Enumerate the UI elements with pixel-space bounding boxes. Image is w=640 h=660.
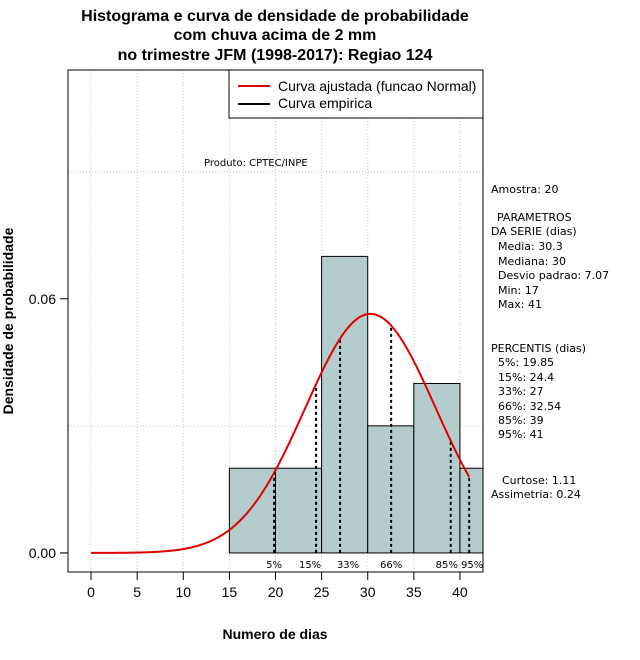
x-tick-label: 15: [222, 584, 238, 600]
percentile-label: 15%: [299, 560, 321, 571]
x-tick-label: 5: [133, 584, 141, 600]
x-axis: 0 5 10 15 20 25 30 35 40: [87, 571, 468, 600]
info-sd: Desvio padrao: 7.07: [498, 269, 609, 282]
info-max: Max: 41: [498, 298, 542, 311]
info-params-heading-1: PARAMETROS: [497, 211, 572, 224]
histogram-bar: [275, 467, 323, 554]
histogram-bars: [228, 255, 484, 554]
legend-label-normal: Curva ajustada (funcao Normal): [278, 78, 476, 94]
legend-box: [228, 69, 484, 119]
percentile-label: 66%: [380, 560, 402, 571]
x-axis-label: Numero de dias: [222, 626, 327, 642]
info-mean: Media: 30.3: [498, 240, 563, 253]
info-skewness: Assimetria: 0.24: [491, 488, 581, 501]
info-p15: 15%: 24.4: [498, 371, 554, 384]
side-info-panel: Amostra: 20 PARAMETROS DA SERIE (dias) M…: [491, 183, 609, 501]
info-sample: Amostra: 20: [491, 183, 558, 196]
product-note: Produto: CPTEC/INPE: [204, 158, 308, 169]
percentile-label: 85%: [436, 560, 458, 571]
histogram-bar: [321, 255, 369, 554]
info-min: Min: 17: [498, 284, 539, 297]
info-percentiles-heading: PERCENTIS (dias): [491, 342, 586, 355]
y-tick-label: 0.00: [29, 545, 56, 561]
histogram-bar: [459, 467, 484, 554]
chart-title-line-3: no trimestre JFM (1998-2017): Regiao 124: [118, 47, 433, 64]
info-p95: 95%: 41: [498, 428, 544, 441]
chart-title-line-2: com chuva acima de 2 mm: [174, 27, 377, 44]
x-tick-label: 0: [87, 584, 95, 600]
percentile-label: 33%: [337, 560, 359, 571]
x-tick-label: 25: [314, 584, 330, 600]
x-tick-label: 40: [452, 584, 468, 600]
percentile-label: 95%: [461, 560, 483, 571]
y-tick-label: 0.06: [29, 291, 56, 307]
x-tick-label: 35: [406, 584, 422, 600]
info-p85: 85%: 39: [498, 414, 544, 427]
y-axis-label: Densidade de probabilidade: [0, 227, 16, 414]
percentile-label: 5%: [266, 560, 282, 571]
info-p33: 33%: 27: [498, 385, 544, 398]
legend-label-empirical: Curva empirica: [278, 95, 372, 111]
legend: Curva ajustada (funcao Normal) Curva emp…: [228, 69, 484, 119]
chart-title-line-1: Histograma e curva de densidade de proba…: [81, 8, 469, 25]
x-tick-label: 30: [360, 584, 376, 600]
info-params-heading-2: DA SERIE (dias): [491, 225, 577, 238]
info-p5: 5%: 19.85: [498, 356, 554, 369]
x-tick-label: 10: [175, 584, 191, 600]
info-p66: 66%: 32.54: [498, 400, 561, 413]
percentile-lines: 5% 15% 33% 66% 85% 95%: [266, 325, 483, 571]
normal-curve: [91, 312, 471, 554]
x-tick-label: 20: [268, 584, 284, 600]
info-median: Mediana: 30: [498, 255, 566, 268]
y-axis: 0.00 0.06: [29, 291, 68, 561]
info-kurtosis: Curtose: 1.11: [502, 474, 576, 487]
normal-curve-line: [91, 312, 471, 554]
